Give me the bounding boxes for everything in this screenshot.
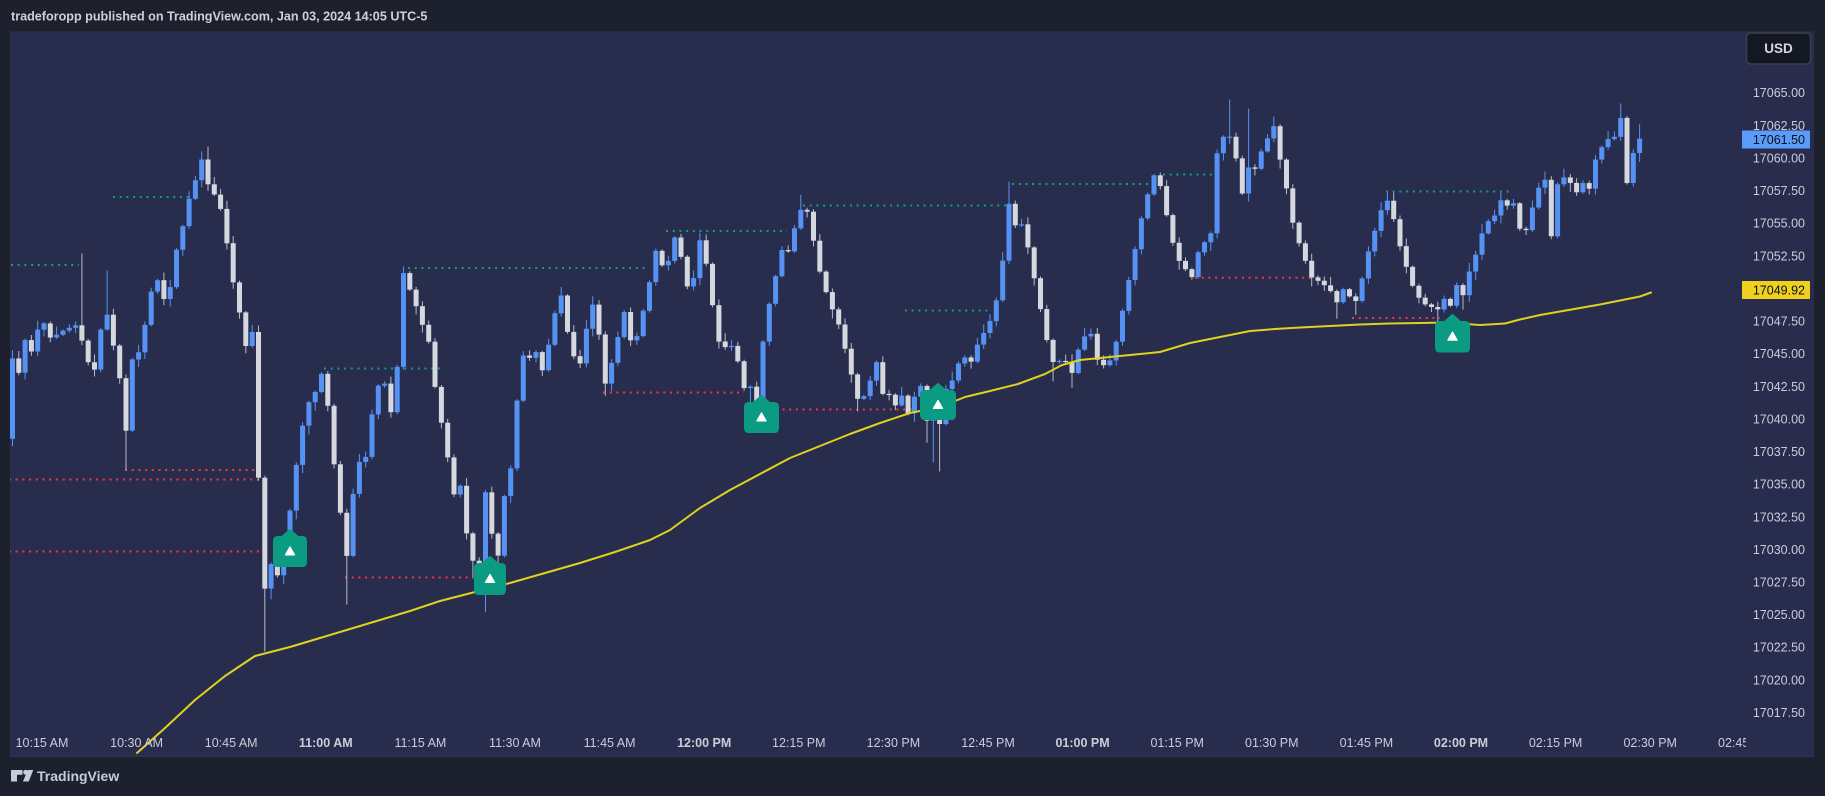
svg-text:12:45 PM: 12:45 PM: [961, 736, 1015, 750]
svg-text:17049.92: 17049.92: [1753, 283, 1805, 297]
svg-text:17040.00: 17040.00: [1753, 412, 1805, 426]
svg-text:17020.00: 17020.00: [1753, 673, 1805, 687]
svg-text:01:15 PM: 01:15 PM: [1150, 736, 1204, 750]
svg-text:17035.00: 17035.00: [1753, 478, 1805, 492]
svg-text:01:00 PM: 01:00 PM: [1055, 736, 1109, 750]
svg-text:17030.00: 17030.00: [1753, 543, 1805, 557]
svg-text:02:00 PM: 02:00 PM: [1434, 736, 1488, 750]
svg-text:11:00 AM: 11:00 AM: [299, 736, 353, 750]
svg-text:01:45 PM: 01:45 PM: [1340, 736, 1394, 750]
svg-text:17037.50: 17037.50: [1753, 445, 1805, 459]
svg-text:17055.00: 17055.00: [1753, 217, 1805, 231]
svg-text:17025.00: 17025.00: [1753, 608, 1805, 622]
svg-text:17047.50: 17047.50: [1753, 315, 1805, 329]
svg-text:02:30 PM: 02:30 PM: [1623, 736, 1677, 750]
svg-text:10:30 AM: 10:30 AM: [110, 736, 163, 750]
svg-text:02:45 PM: 02:45 PM: [1718, 736, 1772, 750]
svg-text:tradeforopp published on Tradi: tradeforopp published on TradingView.com…: [11, 10, 427, 24]
svg-text:TradingView: TradingView: [37, 768, 119, 784]
svg-text:17057.50: 17057.50: [1753, 184, 1805, 198]
svg-text:17065.00: 17065.00: [1753, 86, 1805, 100]
svg-text:USD: USD: [1764, 41, 1793, 56]
svg-text:17032.50: 17032.50: [1753, 510, 1805, 524]
svg-text:12:30 PM: 12:30 PM: [867, 736, 921, 750]
svg-text:10:45 AM: 10:45 AM: [205, 736, 258, 750]
svg-text:17017.50: 17017.50: [1753, 706, 1805, 720]
svg-text:12:00 PM: 12:00 PM: [677, 736, 731, 750]
svg-text:12:15 PM: 12:15 PM: [772, 736, 826, 750]
svg-text:11:45 AM: 11:45 AM: [584, 736, 636, 750]
svg-text:17022.50: 17022.50: [1753, 641, 1805, 655]
svg-text:17027.50: 17027.50: [1753, 576, 1805, 590]
svg-text:17052.50: 17052.50: [1753, 249, 1805, 263]
svg-text:01:30 PM: 01:30 PM: [1245, 736, 1299, 750]
svg-text:11:15 AM: 11:15 AM: [394, 736, 446, 750]
svg-text:11:30 AM: 11:30 AM: [489, 736, 541, 750]
svg-text:17060.00: 17060.00: [1753, 151, 1805, 165]
svg-text:17062.50: 17062.50: [1753, 119, 1805, 133]
svg-text:10:15 AM: 10:15 AM: [16, 736, 69, 750]
svg-text:17061.50: 17061.50: [1753, 133, 1805, 147]
svg-text:17045.00: 17045.00: [1753, 347, 1805, 361]
svg-text:17042.50: 17042.50: [1753, 380, 1805, 394]
svg-text:02:15 PM: 02:15 PM: [1529, 736, 1583, 750]
